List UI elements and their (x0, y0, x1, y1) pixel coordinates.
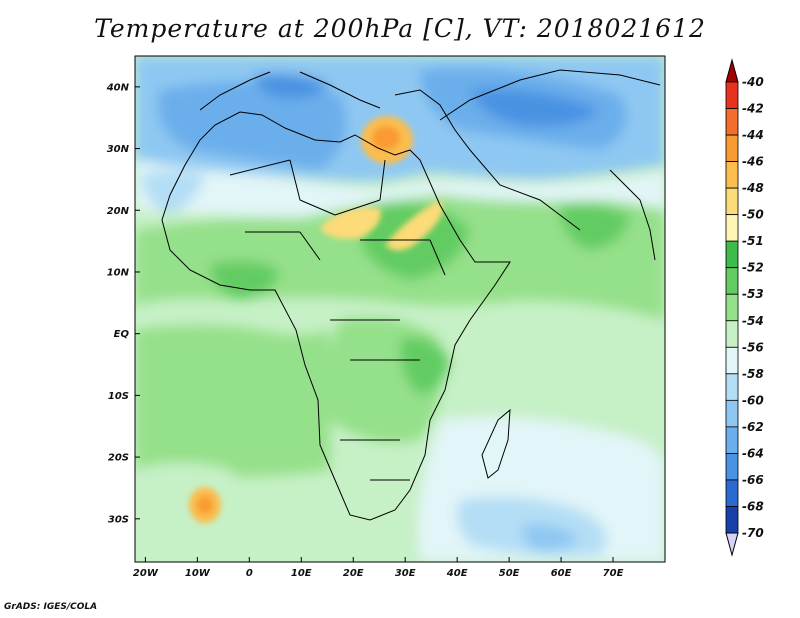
africa-coastline (161, 111, 511, 521)
colorbar-label: -64 (742, 446, 764, 460)
lon-label: 10E (291, 568, 312, 579)
field-region-east-africa (400, 337, 450, 395)
lat-label: 30S (108, 514, 129, 525)
lon-label: 20E (343, 568, 364, 579)
colorbar-swatch (725, 479, 739, 507)
field-region-mediterranean-cold (255, 73, 330, 99)
colorbar-swatch (725, 134, 739, 162)
warm-anomaly-south-atlantic-core (197, 496, 213, 514)
warm-anomaly-sudan (385, 200, 443, 251)
colorbar-swatch (725, 81, 739, 109)
latitude-axis: 40N 30N 20N 10N EQ 10S 20S 30S (106, 82, 140, 525)
field-region-northeast-coldest (470, 89, 600, 126)
field-region-south-indian-cold (520, 524, 580, 552)
lat-label: 10N (107, 267, 130, 278)
field-region-north-cold (158, 81, 347, 170)
india-coastline (609, 169, 656, 261)
lat-label: EQ (114, 329, 130, 340)
colorbar-label: -46 (742, 155, 764, 169)
colorbar-swatch (725, 506, 739, 534)
lon-label: 60E (551, 568, 572, 579)
colorbar-bottom-arrow (725, 532, 739, 557)
lon-label: 50E (499, 568, 520, 579)
lat-label: 20S (108, 453, 129, 464)
eurasia-coastline (199, 71, 581, 231)
colorbar-swatch (725, 293, 739, 322)
lon-label: 30E (395, 568, 416, 579)
colorbar-label: -42 (742, 102, 764, 116)
temperature-field (135, 56, 665, 562)
footer-credit: GrADS: IGES/COLA (4, 602, 98, 612)
field-region-west-sahara (140, 170, 205, 215)
asia-border (439, 69, 661, 121)
colorbar-label: -48 (742, 181, 764, 195)
colorbar: -40 -42 -44 -46 -48 -50 -51 -52 -53 -54 -56 -58 -60 -… (725, 58, 764, 557)
lon-label: 70E (603, 568, 624, 579)
lat-label: 10S (108, 391, 129, 402)
colorbar-swatch (725, 214, 739, 242)
lon-label: 0 (246, 568, 253, 579)
coastlines (161, 69, 661, 521)
colorbar-label: -60 (742, 393, 764, 407)
colorbar-swatch (725, 161, 739, 189)
lat-label: 30N (107, 144, 130, 155)
colorbar-label: -50 (742, 208, 764, 222)
colorbar-label: -53 (742, 287, 764, 301)
country-borders (229, 159, 446, 481)
colorbar-swatch (725, 373, 739, 401)
map-frame (134, 55, 666, 563)
lat-label: 40N (106, 82, 130, 93)
warm-anomaly-egypt-core (372, 126, 400, 150)
colorbar-top-arrow (725, 58, 739, 83)
colorbar-label: -58 (742, 367, 764, 381)
longitude-axis: 20W 10W 0 10E 20E 30E 40E 50E 60E 70E (133, 557, 624, 579)
colorbar-label: -44 (742, 128, 764, 142)
colorbar-label: -66 (742, 473, 764, 487)
colorbar-swatch (725, 187, 739, 216)
colorbar-swatch (725, 453, 739, 481)
colorbar-label: -56 (742, 340, 764, 354)
lon-label: 40E (446, 568, 468, 579)
colorbar-swatch (725, 399, 739, 428)
lon-label: 10W (185, 568, 211, 579)
colorbar-label: -51 (742, 234, 764, 248)
colorbar-swatch (725, 267, 739, 295)
field-region-arabian-sea-green (560, 203, 630, 250)
madagascar-coastline (481, 408, 511, 479)
colorbar-swatch (725, 108, 739, 136)
colorbar-label: -70 (742, 526, 764, 540)
warm-anomaly-sahara (320, 207, 381, 239)
lon-label: 20W (133, 568, 159, 579)
colorbar-label: -52 (742, 261, 764, 275)
colorbar-swatch (725, 346, 739, 375)
chart-title: Temperature at 200hPa [C], VT: 201802161… (94, 14, 706, 43)
field-region-atlantic-green (135, 325, 330, 480)
lat-label: 20N (107, 206, 130, 217)
colorbar-swatch (725, 240, 739, 269)
colorbar-label: -40 (742, 75, 764, 89)
colorbar-label: -68 (742, 499, 764, 513)
colorbar-swatch (725, 320, 739, 348)
colorbar-label: -62 (742, 420, 764, 434)
colorbar-swatch (725, 426, 739, 454)
colorbar-label: -54 (742, 314, 764, 328)
